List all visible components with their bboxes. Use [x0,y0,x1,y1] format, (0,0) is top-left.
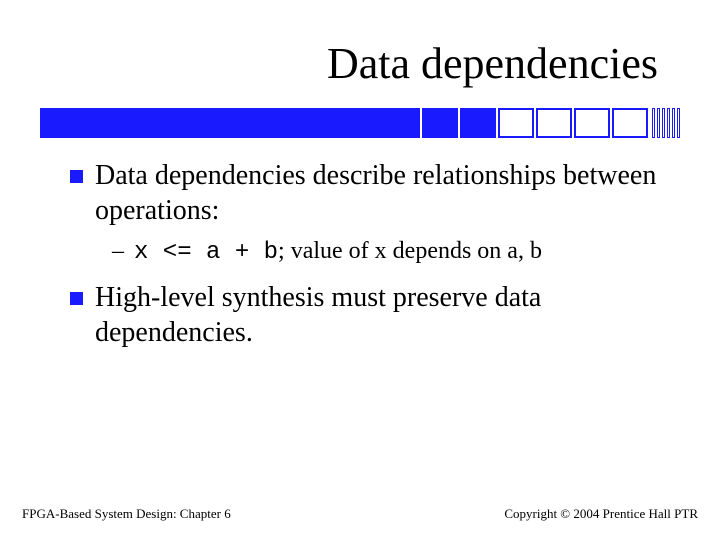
decorative-stripes [652,108,680,138]
decorative-square [612,108,648,138]
decorative-square [460,108,496,138]
sub-bullet-code: x <= a + b [134,239,278,266]
decorative-square [574,108,610,138]
decorative-square [498,108,534,138]
bullet-item: High-level synthesis must preserve data … [70,280,670,350]
bullet-text: High-level synthesis must preserve data … [95,280,670,350]
decorative-square [422,108,458,138]
bullet-square-icon [70,292,83,305]
bullet-item: Data dependencies describe relationships… [70,158,670,228]
sub-bullet-item: – x <= a + b; value of x depends on a, b [112,238,670,266]
content-area: Data dependencies describe relationships… [70,158,670,360]
bullet-square-icon [70,170,83,183]
sub-bullet-text: ; value of x depends on a, b [278,238,542,264]
decorative-bar [40,108,680,138]
footer-left: FPGA-Based System Design: Chapter 6 [22,506,231,522]
slide: Data dependencies Data dependencies desc… [0,0,720,540]
slide-title: Data dependencies [0,38,720,89]
decorative-square [536,108,572,138]
footer-right: Copyright © 2004 Prentice Hall PTR [504,506,698,522]
dash-icon: – [112,238,124,264]
bullet-text: Data dependencies describe relationships… [95,158,670,228]
decorative-bar-solid [40,108,420,138]
